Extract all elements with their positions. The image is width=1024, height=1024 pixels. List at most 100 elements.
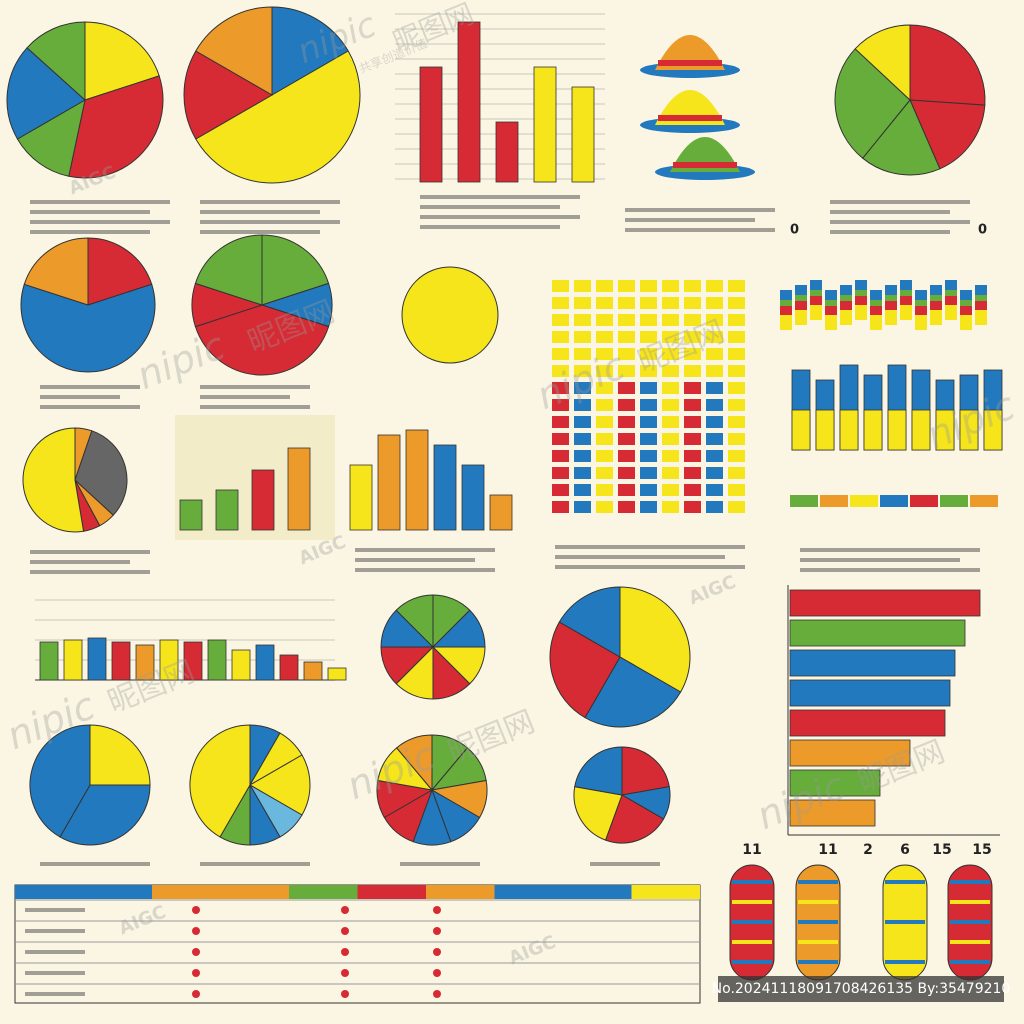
- grid-cell: [552, 501, 569, 513]
- grid-cell: [728, 501, 745, 513]
- bar: [789, 679, 951, 707]
- grid-cell: [618, 467, 635, 479]
- pie-slice: [195, 6, 273, 96]
- grid-cell: [728, 467, 745, 479]
- caption-line: [200, 200, 340, 204]
- bar: [839, 409, 859, 451]
- stack-seg: [945, 280, 957, 290]
- table-header: [289, 885, 358, 899]
- marker-label: 0: [790, 223, 799, 238]
- pie-slice: [619, 586, 691, 693]
- caption-line: [625, 228, 775, 232]
- grid-cell: [618, 280, 635, 292]
- pie-slice: [573, 786, 623, 841]
- pie-slice: [261, 234, 330, 306]
- stack-seg: [960, 290, 972, 300]
- bar: [255, 644, 275, 681]
- grid-cell: [706, 467, 723, 479]
- grid-cell: [706, 348, 723, 360]
- grid-cell: [728, 399, 745, 411]
- grid-cell: [574, 331, 591, 343]
- grid-cell: [662, 433, 679, 445]
- grid-cell: [552, 467, 569, 479]
- caption-line: [30, 550, 150, 554]
- caption-line: [830, 200, 970, 204]
- pie-slice: [584, 656, 682, 728]
- grid-cell: [552, 348, 569, 360]
- pie-slice: [84, 21, 160, 101]
- bar: [571, 86, 595, 183]
- grid-cell: [552, 331, 569, 343]
- caption-line: [30, 220, 170, 224]
- grid-cell: [640, 314, 657, 326]
- capsule-band: [732, 960, 772, 964]
- table-dot: [341, 927, 349, 935]
- bar: [815, 409, 835, 451]
- grid-cell: [596, 297, 613, 309]
- stack-seg: [900, 280, 912, 290]
- bar: [279, 654, 299, 681]
- caption-line: [30, 570, 150, 574]
- stack-seg: [810, 280, 822, 290]
- caption-line: [830, 230, 950, 234]
- grid-cell: [662, 399, 679, 411]
- grid-cell: [640, 450, 657, 462]
- bar: [39, 641, 59, 681]
- caption-line: [830, 210, 950, 214]
- bar: [405, 429, 429, 531]
- grid-cell: [574, 501, 591, 513]
- caption-line: [200, 230, 320, 234]
- caption-line: [200, 210, 320, 214]
- grid-cell: [728, 484, 745, 496]
- grid-cell: [684, 280, 701, 292]
- bar: [789, 649, 956, 677]
- pie-slice: [549, 621, 621, 719]
- grid-cell: [706, 314, 723, 326]
- grid-cell: [618, 331, 635, 343]
- table: [14, 884, 701, 1004]
- capsule-axis: 11 11 2 6 15 15: [742, 842, 991, 858]
- pie-slice: [89, 724, 151, 786]
- pie-slice: [20, 283, 156, 373]
- strip: [820, 495, 848, 507]
- capsule-band: [798, 880, 838, 884]
- grid-cell: [596, 450, 613, 462]
- grid-cell: [640, 467, 657, 479]
- strip: [880, 495, 908, 507]
- bar: [789, 739, 911, 767]
- pie-slice: [6, 47, 86, 140]
- hat-band: [658, 115, 722, 121]
- grid-cell: [574, 297, 591, 309]
- grid-cell: [662, 331, 679, 343]
- bar: [303, 661, 323, 681]
- bar: [251, 469, 275, 531]
- pie-slice: [87, 237, 153, 306]
- grid-cell: [596, 467, 613, 479]
- caption-line: [25, 971, 85, 975]
- capsule-band: [950, 940, 990, 944]
- pie-slice: [271, 6, 349, 96]
- stack-seg: [930, 285, 942, 295]
- grid-cell: [640, 331, 657, 343]
- bar: [135, 644, 155, 681]
- grid-cell: [618, 297, 635, 309]
- grid-cell: [574, 433, 591, 445]
- bar: [207, 639, 227, 681]
- table-dot: [433, 906, 441, 914]
- caption-line: [25, 950, 85, 954]
- grid-cell: [596, 501, 613, 513]
- capsule-band: [950, 880, 990, 884]
- grid-cell: [552, 280, 569, 292]
- table-dot: [341, 990, 349, 998]
- grid-cell: [574, 484, 591, 496]
- table-dot: [433, 969, 441, 977]
- grid-cell: [618, 365, 635, 377]
- bar: [495, 121, 519, 183]
- grid-cell: [728, 314, 745, 326]
- grid-cell: [662, 314, 679, 326]
- grid-cell: [662, 382, 679, 394]
- caption-line: [420, 205, 560, 209]
- grid-cell: [596, 484, 613, 496]
- hat-band: [673, 162, 737, 168]
- grid-cell: [684, 297, 701, 309]
